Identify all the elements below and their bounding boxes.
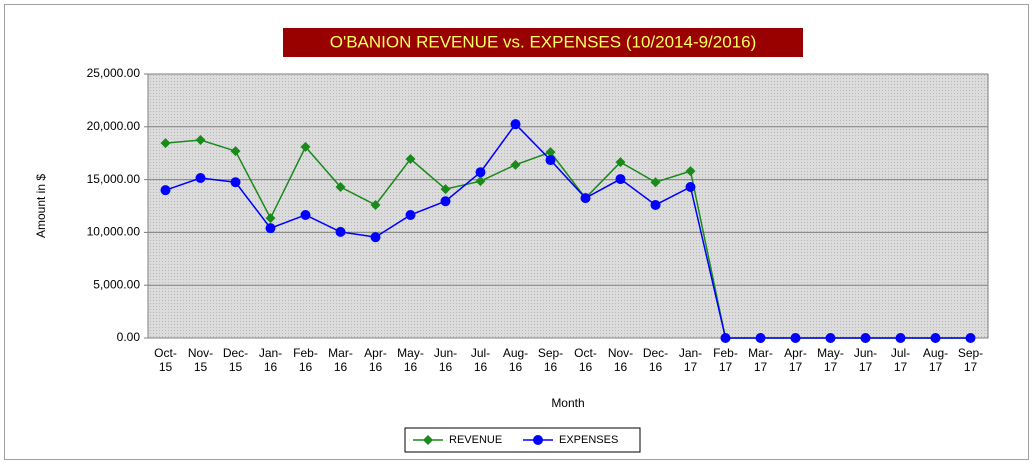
- marker: [405, 154, 416, 165]
- marker: [160, 138, 171, 149]
- plot-area: [147, 73, 989, 339]
- legend-label: REVENUE: [449, 434, 502, 446]
- marker: [370, 232, 381, 243]
- x-axis-label: Month: [551, 396, 584, 410]
- marker: [580, 193, 591, 204]
- x-tick-label: Dec-15: [222, 346, 249, 374]
- legend-box: [404, 427, 641, 453]
- marker: [965, 333, 976, 343]
- x-tick-label: Nov-15: [187, 346, 214, 374]
- x-tick-label: May-16: [397, 346, 424, 374]
- x-tick-label: Oct-16: [574, 346, 597, 374]
- marker: [265, 223, 276, 234]
- series-line: [165, 123, 971, 339]
- marker: [230, 177, 241, 188]
- marker: [790, 333, 801, 343]
- x-tick-label: Apr-17: [784, 346, 807, 374]
- x-tick-label: Jan-17: [678, 346, 703, 374]
- marker: [545, 155, 556, 166]
- marker: [370, 199, 381, 210]
- marker: [475, 167, 486, 178]
- x-tick-label: Jan-16: [258, 346, 283, 374]
- y-tick-label: 25,000.00: [87, 66, 141, 80]
- marker: [545, 147, 556, 158]
- marker: [405, 209, 416, 220]
- marker: [615, 174, 626, 185]
- x-tick-label: Sep-16: [537, 346, 564, 374]
- marker: [860, 333, 871, 343]
- marker: [685, 166, 696, 177]
- marker: [195, 173, 206, 184]
- x-tick-label: Dec-16: [642, 346, 669, 374]
- marker: [615, 157, 626, 168]
- marker: [423, 435, 433, 445]
- marker: [510, 159, 521, 170]
- marker: [533, 435, 543, 445]
- x-tick-label: May-17: [817, 346, 844, 374]
- marker: [440, 196, 451, 207]
- x-tick-label: Mar-17: [748, 346, 773, 374]
- marker: [755, 333, 766, 343]
- x-tick-label: Oct-15: [154, 346, 177, 374]
- y-tick-label: 20,000.00: [87, 119, 141, 133]
- marker: [720, 333, 731, 343]
- x-tick-label: Mar-16: [328, 346, 353, 374]
- marker: [510, 119, 521, 130]
- x-tick-label: Sep-17: [957, 346, 984, 374]
- y-axis-label: Amount in $: [34, 174, 48, 238]
- marker: [440, 184, 451, 195]
- marker: [265, 213, 276, 224]
- marker: [930, 333, 941, 343]
- marker: [230, 146, 241, 157]
- marker: [895, 333, 906, 343]
- x-tick-label: Feb-17: [713, 346, 738, 374]
- marker: [650, 177, 661, 188]
- marker: [685, 181, 696, 192]
- title-box: [283, 28, 803, 57]
- y-tick-label: 5,000.00: [93, 277, 140, 291]
- marker: [335, 181, 346, 192]
- y-tick-label: 0.00: [117, 330, 141, 344]
- y-tick-label: 15,000.00: [87, 172, 141, 186]
- legend-label: EXPENSES: [559, 434, 618, 446]
- x-tick-label: Jun-17: [853, 346, 878, 374]
- marker: [160, 185, 171, 196]
- marker: [195, 135, 206, 145]
- marker: [300, 141, 311, 152]
- marker: [825, 333, 836, 343]
- x-tick-label: Apr-16: [364, 346, 387, 374]
- x-tick-label: Nov-16: [607, 346, 634, 374]
- y-tick-label: 10,000.00: [87, 225, 141, 239]
- x-tick-label: Aug-16: [502, 346, 529, 374]
- x-tick-label: Jul-16: [470, 346, 491, 374]
- chart-border: [4, 4, 1029, 460]
- marker: [650, 199, 661, 210]
- x-tick-label: Feb-16: [293, 346, 318, 374]
- marker: [300, 209, 311, 220]
- marker: [475, 176, 486, 187]
- x-tick-label: Aug-17: [922, 346, 949, 374]
- marker: [335, 226, 346, 237]
- x-tick-label: Jul-17: [890, 346, 911, 374]
- chart-title: O'BANION REVENUE vs. EXPENSES (10/2014-9…: [330, 32, 757, 51]
- x-tick-label: Jun-16: [433, 346, 458, 374]
